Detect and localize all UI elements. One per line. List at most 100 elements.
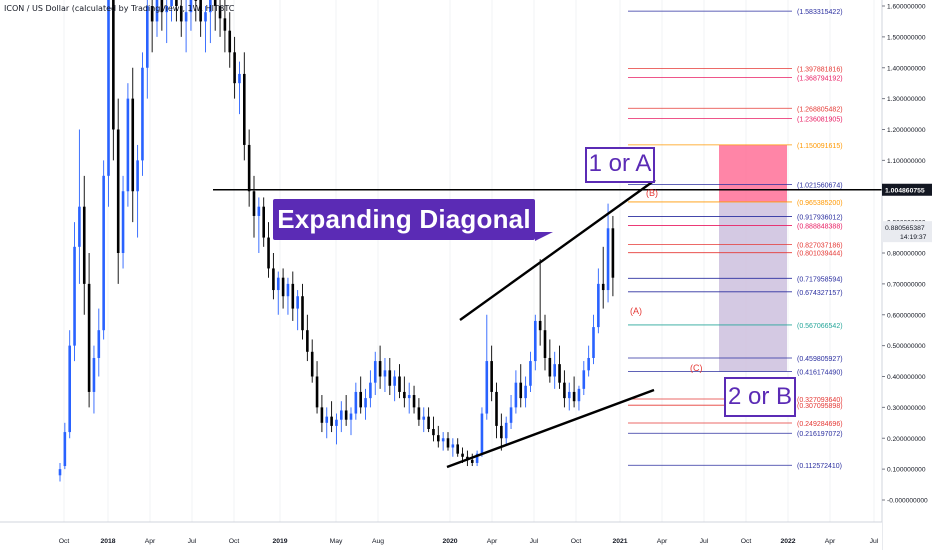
candle-body (238, 73, 241, 84)
resistance-price-tag (882, 183, 932, 196)
fib-level-label: (0.674327157) (797, 290, 843, 297)
candle-body (97, 330, 101, 358)
candle-body (296, 296, 299, 309)
candle-body (126, 98, 130, 192)
time-tick-label: Apr (657, 538, 668, 545)
candle-body (150, 6, 154, 22)
candle-body (92, 357, 96, 392)
candle-body (349, 413, 353, 420)
fib-level-label: (0.965385200) (797, 200, 843, 207)
candle-body (315, 376, 319, 408)
candle-body (538, 320, 542, 331)
price-tick-label: 0.800000000 (887, 251, 926, 258)
wave-1-or-a-label: 1 or A (585, 147, 655, 183)
price-tick-label: 1.600000000 (887, 4, 926, 11)
time-tick-label: Oct (571, 538, 582, 545)
time-tick-label: Oct (59, 538, 70, 545)
candle-body (165, 6, 168, 13)
candle-body (310, 351, 314, 377)
candle-body (281, 277, 285, 297)
candle-body (403, 391, 406, 399)
candle-body (582, 370, 586, 389)
trend-lines: (B) (A) (C) (213, 179, 882, 469)
fib-level-label: (0.216197072) (797, 431, 843, 438)
candle-body (160, 0, 164, 13)
last-price-label: 0.880565387 (885, 225, 925, 232)
fib-level-label: (1.583315422) (797, 9, 843, 16)
time-tick-label: Apr (487, 538, 498, 545)
price-tick-label: 0.100000000 (887, 467, 926, 474)
chart-title: ICON / US Dollar (calculated by TradingV… (4, 4, 235, 13)
candle-body (82, 206, 86, 284)
candle-body (199, 0, 202, 22)
time-tick-label: 2018 (100, 538, 115, 545)
candle-body (592, 327, 595, 358)
price-tick-label: 1.500000000 (887, 34, 926, 41)
fib-level-label: (0.307095898) (797, 403, 843, 410)
candle-body (87, 283, 91, 392)
price-tick-label: 0.400000000 (887, 374, 926, 381)
candle-body (209, 0, 212, 13)
target-zone-lower (719, 202, 787, 372)
candle-body (388, 370, 392, 386)
candle-body (184, 12, 188, 22)
candle-body (432, 428, 435, 436)
candle-body (461, 453, 464, 457)
time-axis-background (0, 522, 882, 550)
candle-body (417, 407, 421, 420)
time-tick-label: 2020 (442, 538, 457, 545)
candle-body (121, 191, 125, 253)
candle-body (63, 432, 67, 467)
candle-body (267, 237, 270, 269)
target-zone-upper (719, 144, 787, 203)
time-tick-label: Jul (700, 538, 709, 545)
candle-body (383, 370, 387, 377)
time-tick-label: 2021 (612, 538, 627, 545)
candle-body (116, 129, 120, 253)
candle-body (504, 422, 508, 439)
time-tick-label: Apr (825, 538, 836, 545)
wave-b-label: (B) (646, 188, 658, 198)
candle-body (441, 438, 445, 442)
time-tick-label: 2019 (272, 538, 287, 545)
fib-level-label: (0.249284696) (797, 421, 843, 428)
fib-level-label: (0.327093640) (797, 397, 843, 404)
candle-body (490, 361, 493, 392)
candle-body (597, 283, 600, 328)
price-tick-label: 0.600000000 (887, 312, 926, 319)
fib-level-label: (0.567066542) (797, 323, 843, 330)
candle-body (141, 67, 144, 161)
candle-body (344, 410, 348, 420)
candle-body (514, 382, 518, 408)
fib-level-label: (0.112572410) (797, 463, 842, 470)
candle-body (228, 30, 232, 53)
fib-level-label: (1.397881816) (797, 66, 843, 73)
fib-level-label: (1.150091615) (797, 143, 843, 150)
candle-body (272, 268, 275, 291)
candle-body (563, 382, 566, 399)
fib-level-label: (0.827037186) (797, 243, 843, 250)
candle-body (170, 0, 173, 7)
candle-body (325, 416, 329, 423)
candle-body (446, 438, 450, 448)
candle-body (407, 395, 411, 399)
candle-body (519, 382, 523, 399)
price-tick-label: 1.400000000 (887, 65, 926, 72)
candle-body (451, 444, 455, 448)
time-tick-label: Oct (741, 538, 752, 545)
candle-body (194, 0, 198, 1)
lower-diagonal-line (446, 388, 655, 469)
candle-body (330, 416, 333, 426)
candle-body (354, 391, 358, 414)
candle-body (247, 144, 251, 192)
candle-body (276, 277, 280, 291)
fib-level-label: (0.459805927) (797, 356, 843, 363)
candle-body (427, 416, 430, 429)
fib-level-label: (0.801039444) (797, 251, 843, 258)
candle-body (475, 453, 479, 463)
fib-level-label: (1.268805482) (797, 106, 843, 113)
grid (63, 0, 875, 522)
